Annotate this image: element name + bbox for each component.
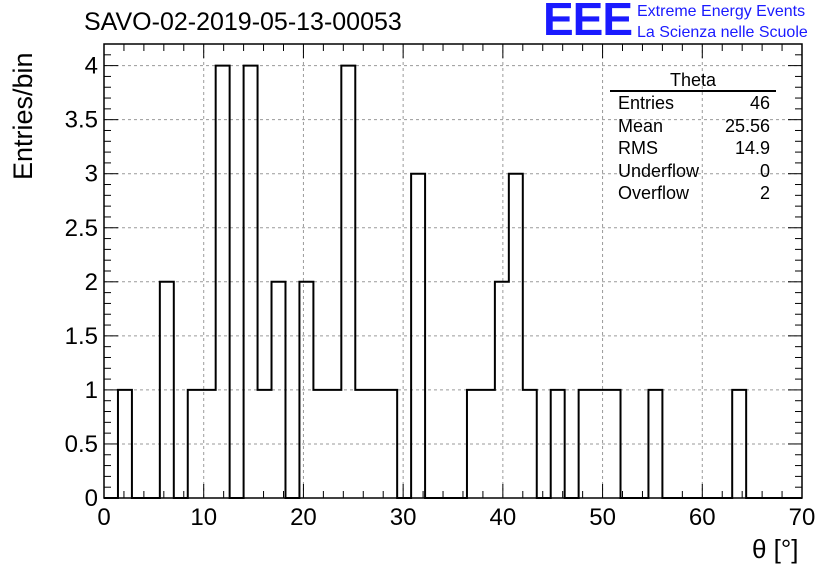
- histogram-bin: [648, 390, 662, 498]
- x-tick-label: 60: [689, 504, 716, 531]
- x-tick-label: 0: [97, 504, 110, 531]
- x-axis-label: θ [°]: [752, 534, 799, 564]
- histogram-bin: [216, 66, 230, 498]
- y-tick-label: 2.5: [65, 215, 98, 242]
- histogram-bin: [732, 390, 746, 498]
- histogram-bin: [188, 390, 202, 498]
- histogram-bin: [341, 66, 355, 498]
- histogram-bin: [299, 282, 313, 498]
- stats-value: 25.56: [724, 115, 770, 136]
- stats-value: 0: [759, 160, 770, 181]
- y-tick-label: 3: [85, 161, 98, 188]
- stats-row-mean: Mean 25.56: [610, 115, 776, 138]
- histogram-bin: [244, 66, 258, 498]
- stats-title: Theta: [610, 70, 776, 92]
- histogram-bin: [509, 174, 523, 498]
- histogram-bin: [160, 282, 174, 498]
- run-title: SAVO-02-2019-05-13-00053: [84, 8, 402, 36]
- histogram-bin: [383, 390, 397, 498]
- histogram-bin: [327, 390, 341, 498]
- histogram-bin: [551, 390, 565, 498]
- histogram-bin: [272, 282, 286, 498]
- stats-row-entries: Entries 46: [610, 92, 776, 115]
- histogram-bin: [369, 390, 383, 498]
- histogram-bin: [495, 282, 509, 498]
- histogram-bin: [467, 390, 481, 498]
- histogram-bin: [481, 390, 495, 498]
- y-tick-label: 0.5: [65, 431, 98, 458]
- x-tick-label: 70: [789, 504, 816, 531]
- y-axis-label: Entries/bin: [8, 52, 38, 180]
- histogram-bin: [593, 390, 607, 498]
- histogram-bin: [579, 390, 593, 498]
- stats-label: RMS: [618, 138, 658, 158]
- stats-value: 14.9: [734, 138, 770, 158]
- y-tick-label: 1: [85, 377, 98, 404]
- x-tick-label: 50: [589, 504, 616, 531]
- y-tick-label: 1.5: [65, 323, 98, 350]
- histogram-bin: [313, 390, 327, 498]
- histogram-bin: [118, 390, 132, 498]
- y-tick-label: 3.5: [65, 107, 98, 134]
- stats-label: Underflow: [618, 160, 700, 181]
- histogram-bin: [258, 390, 272, 498]
- histogram-bin: [607, 390, 621, 498]
- stats-value: 46: [749, 93, 770, 113]
- stats-label: Overflow: [618, 183, 690, 203]
- stats-value: 2: [759, 183, 770, 203]
- x-tick-label: 10: [190, 504, 217, 531]
- x-tick-label: 40: [490, 504, 517, 531]
- y-tick-label: 2: [85, 269, 98, 296]
- stats-label: Entries: [618, 93, 675, 113]
- histogram-outline: [104, 64, 802, 499]
- stats-label: Mean: [618, 115, 664, 136]
- histogram-bin: [355, 390, 369, 498]
- stats-row-rms: RMS 14.9: [610, 137, 776, 160]
- histogram-bin: [202, 390, 216, 498]
- histogram-bin: [523, 390, 537, 498]
- histogram-bin: [411, 174, 425, 498]
- x-tick-label: 20: [290, 504, 317, 531]
- stats-row-underflow: Underflow 0: [610, 160, 776, 183]
- stats-box: Theta Entries 46 Mean 25.56 RMS 14.9 Und…: [610, 70, 776, 205]
- logo-caption-line2: La Scienza nelle Scuole: [637, 24, 808, 41]
- eee-logo: EEE: [543, 0, 633, 45]
- y-tick-label: 4: [85, 53, 98, 80]
- x-tick-label: 30: [390, 504, 417, 531]
- y-tick-label: 0: [85, 485, 98, 512]
- stats-row-overflow: Overflow 2: [610, 182, 776, 205]
- logo-caption-line1: Extreme Energy Events: [637, 3, 806, 20]
